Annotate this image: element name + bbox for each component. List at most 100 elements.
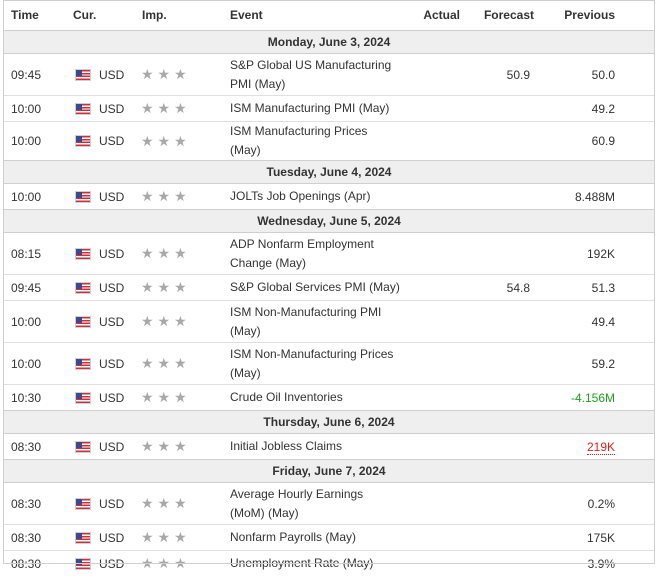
event-time: 10:00 bbox=[3, 96, 73, 122]
importance-cell: ★★★ bbox=[140, 525, 230, 551]
importance-cell: ★★★ bbox=[140, 343, 230, 385]
event-name[interactable]: ISM Non-Manufacturing Prices (May) bbox=[230, 343, 405, 385]
event-forecast bbox=[460, 122, 542, 161]
event-name[interactable]: S&P Global Services PMI (May) bbox=[230, 275, 405, 301]
event-name[interactable]: Nonfarm Payrolls (May) bbox=[230, 525, 405, 551]
header-actual[interactable]: Actual bbox=[405, 0, 460, 31]
us-flag-icon bbox=[75, 191, 91, 203]
event-currency-cell: USD bbox=[73, 434, 140, 460]
event-currency-cell: USD bbox=[73, 483, 140, 525]
currency-code: USD bbox=[99, 440, 124, 454]
currency-code: USD bbox=[99, 357, 124, 371]
importance-stars-icon: ★★★ bbox=[140, 529, 191, 545]
event-row[interactable]: 10:30 USD ★★★ Crude Oil Inventories -4.156M bbox=[3, 385, 655, 411]
previous-value: 192K bbox=[587, 247, 615, 261]
header-previous[interactable]: Previous bbox=[542, 0, 655, 31]
event-forecast bbox=[460, 184, 542, 210]
importance-cell: ★★★ bbox=[140, 301, 230, 343]
event-name[interactable]: Average Hourly Earnings (MoM) (May) bbox=[230, 483, 405, 525]
event-actual bbox=[405, 551, 460, 576]
day-label: Monday, June 3, 2024 bbox=[3, 31, 655, 54]
importance-stars-icon: ★★★ bbox=[140, 245, 191, 261]
header-event[interactable]: Event bbox=[230, 0, 405, 31]
previous-value: 60.9 bbox=[592, 134, 615, 148]
event-actual bbox=[405, 525, 460, 551]
event-name[interactable]: Unemployment Rate (May) bbox=[230, 551, 405, 576]
header-currency[interactable]: Cur. bbox=[73, 0, 140, 31]
currency-code: USD bbox=[99, 497, 124, 511]
us-flag-icon bbox=[75, 316, 91, 328]
header-forecast[interactable]: Forecast bbox=[460, 0, 542, 31]
event-forecast bbox=[460, 385, 542, 411]
previous-value: 219K bbox=[587, 440, 615, 455]
currency-code: USD bbox=[99, 391, 124, 405]
event-time: 10:00 bbox=[3, 184, 73, 210]
event-forecast bbox=[460, 343, 542, 385]
day-header-row: Wednesday, June 5, 2024 bbox=[3, 210, 655, 233]
event-currency-cell: USD bbox=[73, 525, 140, 551]
event-name[interactable]: ISM Manufacturing Prices (May) bbox=[230, 122, 405, 161]
event-previous: 49.4 bbox=[542, 301, 655, 343]
event-forecast bbox=[460, 551, 542, 576]
event-row[interactable]: 08:30 USD ★★★ Average Hourly Earnings (MoM)… bbox=[3, 483, 655, 525]
event-currency-cell: USD bbox=[73, 184, 140, 210]
header-importance[interactable]: Imp. bbox=[140, 0, 230, 31]
importance-cell: ★★★ bbox=[140, 275, 230, 301]
previous-value: 49.4 bbox=[592, 315, 615, 329]
us-flag-icon bbox=[75, 358, 91, 370]
event-forecast: 50.9 bbox=[460, 54, 542, 96]
event-currency-cell: USD bbox=[73, 122, 140, 161]
event-currency-cell: USD bbox=[73, 301, 140, 343]
event-actual bbox=[405, 483, 460, 525]
event-name[interactable]: ISM Manufacturing PMI (May) bbox=[230, 96, 405, 122]
event-time: 08:30 bbox=[3, 483, 73, 525]
previous-value: -4.156M bbox=[571, 391, 615, 405]
previous-value: 0.2% bbox=[588, 497, 615, 511]
importance-stars-icon: ★★★ bbox=[140, 495, 191, 511]
importance-cell: ★★★ bbox=[140, 184, 230, 210]
importance-stars-icon: ★★★ bbox=[140, 133, 191, 149]
event-previous: 219K bbox=[542, 434, 655, 460]
event-name[interactable]: ADP Nonfarm Employment Change (May) bbox=[230, 233, 405, 275]
importance-cell: ★★★ bbox=[140, 54, 230, 96]
event-name[interactable]: S&P Global US Manufacturing PMI (May) bbox=[230, 54, 405, 96]
previous-value: 49.2 bbox=[592, 102, 615, 116]
event-previous: 60.9 bbox=[542, 122, 655, 161]
importance-stars-icon: ★★★ bbox=[140, 389, 191, 405]
event-name[interactable]: Crude Oil Inventories bbox=[230, 385, 405, 411]
event-previous: 59.2 bbox=[542, 343, 655, 385]
event-row[interactable]: 10:00 USD ★★★ISM Non-Manufacturing Prices … bbox=[3, 343, 655, 385]
event-previous: 50.0 bbox=[542, 54, 655, 96]
event-name[interactable]: Initial Jobless Claims bbox=[230, 434, 405, 460]
currency-code: USD bbox=[99, 102, 124, 116]
event-previous: 49.2 bbox=[542, 96, 655, 122]
event-name[interactable]: ISM Non-Manufacturing PMI (May) bbox=[230, 301, 405, 343]
event-time: 10:30 bbox=[3, 385, 73, 411]
event-previous: 192K bbox=[542, 233, 655, 275]
importance-stars-icon: ★★★ bbox=[140, 438, 191, 454]
event-name[interactable]: JOLTs Job Openings (Apr) bbox=[230, 184, 405, 210]
event-time: 09:45 bbox=[3, 54, 73, 96]
event-actual bbox=[405, 343, 460, 385]
day-label: Friday, June 7, 2024 bbox=[3, 460, 655, 483]
event-forecast bbox=[460, 483, 542, 525]
importance-cell: ★★★ bbox=[140, 551, 230, 576]
event-actual bbox=[405, 301, 460, 343]
us-flag-icon bbox=[75, 532, 91, 544]
importance-cell: ★★★ bbox=[140, 434, 230, 460]
header-time[interactable]: Time bbox=[3, 0, 73, 31]
event-previous: 0.2% bbox=[542, 483, 655, 525]
us-flag-icon bbox=[75, 558, 91, 570]
event-currency-cell: USD bbox=[73, 551, 140, 576]
event-time: 10:00 bbox=[3, 343, 73, 385]
